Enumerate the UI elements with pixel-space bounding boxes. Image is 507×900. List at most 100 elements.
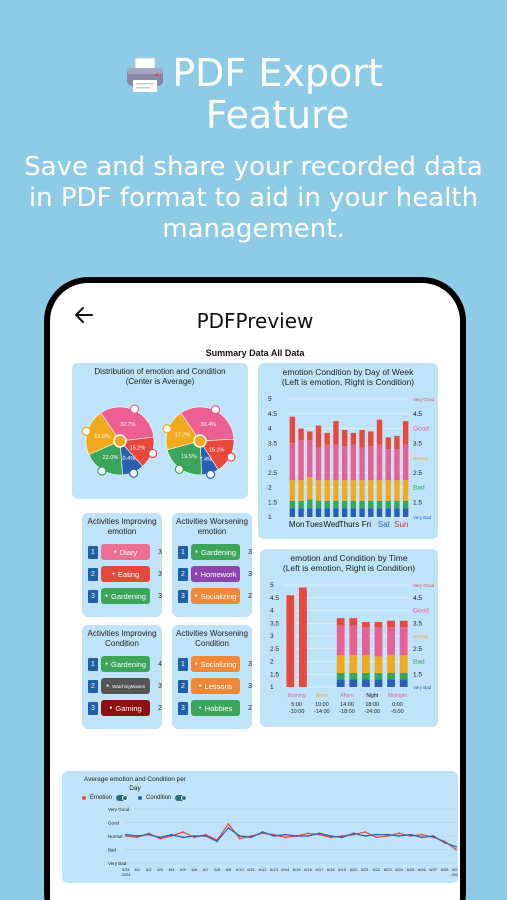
right-tick-label: 4.5 xyxy=(413,595,422,602)
bar-segment xyxy=(336,618,345,626)
back-arrow-icon[interactable] xyxy=(72,303,96,327)
series-point xyxy=(227,822,230,825)
right-tick-label: Very Bad xyxy=(413,685,432,690)
activity-pill: ● Gardening xyxy=(191,544,241,560)
activity-pill: ● Gaming xyxy=(101,700,151,716)
bar-segment xyxy=(368,480,374,501)
improving-emotion-card: Activities Improving emotion 1 ● Diary 3 2 ● Eat… xyxy=(82,513,162,617)
bar-segment xyxy=(341,480,348,501)
activity-row: 2 ● Lessons 3 xyxy=(172,677,252,695)
y-tick-label: 2 xyxy=(270,659,274,666)
activity-row: 2 ● WatchingMovies 3 xyxy=(82,677,162,695)
bar-segment xyxy=(349,625,358,656)
activity-card-title-line1: Activities Worsening xyxy=(176,517,248,526)
x-tick-label: 6/19 xyxy=(338,867,347,872)
bar-segment xyxy=(289,500,296,509)
bar-segment xyxy=(368,446,374,481)
dow-card-title: emotion Condition by Day of Week (Left i… xyxy=(258,363,438,387)
time-range-label: 0:00 xyxy=(392,702,403,708)
daily-legend: Emotion Condition xyxy=(82,795,188,801)
activity-rank: 3 xyxy=(178,701,188,715)
right-tick-label: Good xyxy=(413,608,429,615)
series-point xyxy=(193,836,196,839)
pie-emoji-icon xyxy=(129,404,140,414)
bar-segment xyxy=(385,449,391,481)
series-point xyxy=(125,835,127,837)
activity-rank: 3 xyxy=(88,701,98,715)
category-label: Midnight xyxy=(388,693,408,699)
x-tick-label: 6/24 xyxy=(395,867,404,872)
bar-segment xyxy=(333,480,339,501)
bar-segment xyxy=(289,480,296,501)
left-tick-label: Good xyxy=(108,821,120,826)
bar-segment xyxy=(394,435,400,450)
activity-pill: ● WatchingMovies xyxy=(101,678,151,694)
activity-label: Gaming xyxy=(115,703,142,713)
activity-pill: ● Socializing xyxy=(191,588,241,604)
time-range-label: 14:00 xyxy=(340,702,354,708)
daily-average-card: Average emotion and Condition per Day Em… xyxy=(62,771,458,883)
legend-emotion[interactable]: Emotion xyxy=(82,795,129,801)
emotion-toggle[interactable] xyxy=(116,795,129,801)
series-point xyxy=(181,831,184,833)
x-tick-label: 6/26 xyxy=(418,867,427,872)
pie-center-average-icon xyxy=(113,434,127,448)
time-range-label: -10:00 xyxy=(289,709,305,715)
category-label: Wed xyxy=(323,520,339,529)
condition-toggle[interactable] xyxy=(175,795,188,801)
day-of-week-card: emotion Condition by Day of Week (Left i… xyxy=(258,363,438,539)
bar-segment xyxy=(336,625,345,656)
series-point xyxy=(364,831,366,833)
bar-segment xyxy=(324,508,330,517)
activity-card-title-line1: Activities Worsening xyxy=(176,629,248,638)
activity-card-title: Activities Improving Condition xyxy=(82,625,162,649)
series-point xyxy=(375,833,378,836)
series-point xyxy=(147,833,150,836)
hero-title-line2: Feature xyxy=(205,93,350,137)
legend-condition[interactable]: Condition xyxy=(138,795,188,801)
bar-segment xyxy=(402,444,409,481)
daily-title-line1: Average emotion and Condition per xyxy=(83,776,187,783)
activity-card-title-line1: Activities Improving xyxy=(87,629,157,638)
pie-emoji-icon xyxy=(226,452,236,462)
x-tick-label: 6/28 xyxy=(441,867,450,872)
x-tick-label: 6/20 xyxy=(350,867,359,872)
activity-label: Gardening xyxy=(201,547,237,557)
bar-segment xyxy=(359,500,365,509)
activity-pill: ● Hobbies xyxy=(191,700,241,716)
bar-segment xyxy=(298,587,307,687)
series-point xyxy=(159,836,162,839)
activity-pill: ● Lessons xyxy=(191,678,241,694)
bar-segment xyxy=(324,480,330,501)
x-tick-label: 6/7 xyxy=(203,867,209,872)
y-tick-label: 2.5 xyxy=(268,470,277,477)
bar-segment xyxy=(289,443,296,481)
series-point xyxy=(329,836,332,839)
hero-subtitle: Save and share your recorded data in PDF… xyxy=(24,152,483,244)
summary-title: Summary Data All Data xyxy=(205,348,305,358)
activity-count: 2 xyxy=(248,704,252,712)
bar-segment xyxy=(286,595,295,687)
pie-slice-label: 30.4% xyxy=(200,422,216,428)
bar-segment xyxy=(399,627,408,656)
improving-condition-card: Activities Improving Condition 1 ● Gardening… xyxy=(82,625,162,729)
distribution-title-line1: Distribution of emotion and Condition xyxy=(94,367,226,376)
x-tick-label: 6/1 xyxy=(135,867,141,872)
time-range-label: 18:00 xyxy=(365,702,379,708)
activity-label: Hobbies xyxy=(204,703,233,713)
activity-rank: 1 xyxy=(88,545,98,559)
bar-segment xyxy=(324,444,330,481)
bar-segment xyxy=(361,621,370,628)
activity-icon: ● xyxy=(109,705,113,711)
pie-slice-label: 19.5% xyxy=(181,454,197,460)
bar-segment xyxy=(289,508,296,517)
bar-segment xyxy=(376,508,383,517)
bar-segment xyxy=(376,444,383,481)
series-point xyxy=(136,836,139,839)
series-point xyxy=(204,835,207,837)
activity-row: 2 ● Eating 3 xyxy=(82,565,162,583)
activity-card-title-line2: emotion xyxy=(107,527,137,536)
bar-segment xyxy=(394,449,400,481)
x-tick-label: 6/6 xyxy=(191,867,197,872)
